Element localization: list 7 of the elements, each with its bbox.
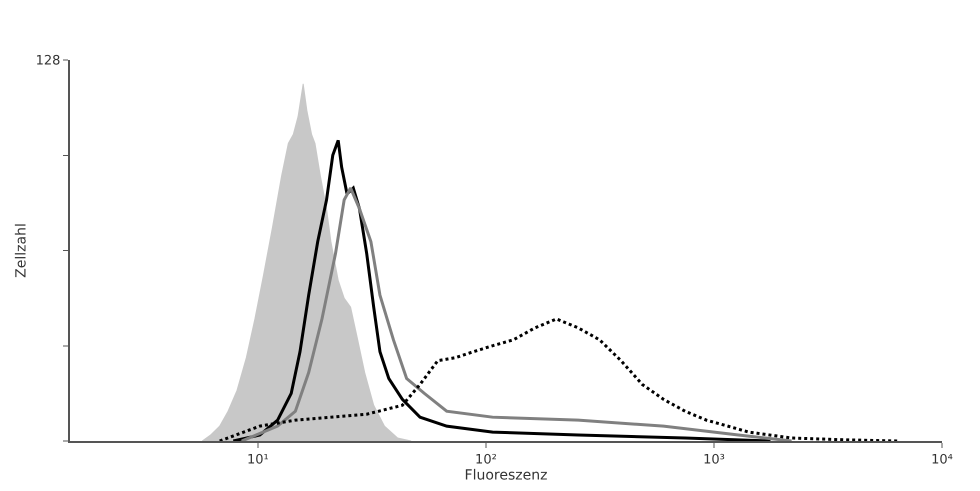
y-axis-title: Zellzahl xyxy=(14,223,30,278)
x-axis-title: Fluoreszenz xyxy=(464,468,548,484)
x-tick-label: 10² xyxy=(475,452,497,468)
x-tick-label: 10⁴ xyxy=(931,452,953,468)
x-tick-label: 10³ xyxy=(703,452,725,468)
x-tick-label: 10¹ xyxy=(246,452,269,468)
y-tick-label: 128 xyxy=(36,54,60,69)
